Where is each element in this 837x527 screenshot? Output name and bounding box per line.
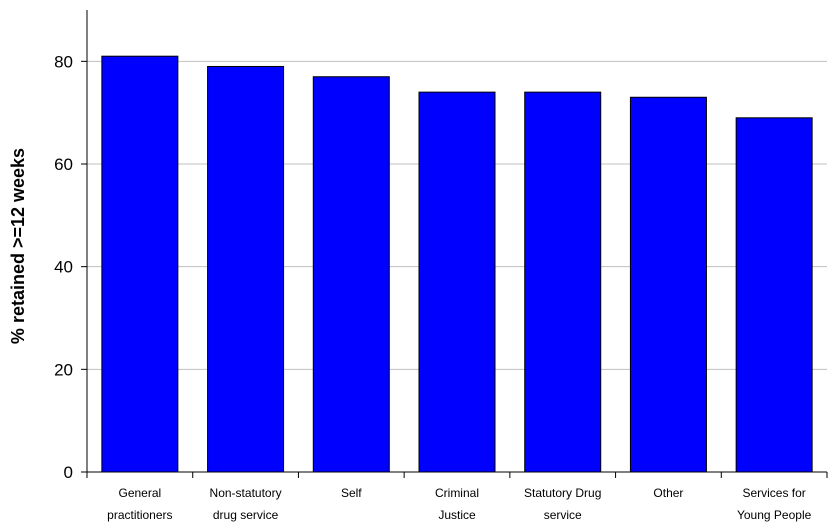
y-axis-title: % retained >=12 weeks [8, 148, 28, 344]
x-category-label: Self [341, 486, 362, 500]
x-category-label-line: Young People [737, 508, 812, 522]
x-category-label: Criminal Justice [435, 486, 479, 522]
x-category-label-line: Other [653, 486, 683, 500]
x-category-label-line: service [544, 508, 582, 522]
y-tick-label: 60 [54, 155, 73, 174]
x-category-label: Statutory Drug service [524, 486, 601, 522]
x-category-label: Services for Young People [737, 486, 812, 522]
x-category-label-line: Self [341, 486, 362, 500]
bar [312, 76, 390, 473]
x-category-label-line: practitioners [107, 508, 172, 522]
x-category-label: Non-statutory drug service [210, 486, 282, 522]
x-category-label-line: Justice [438, 508, 476, 522]
x-category-label-line: Non-statutory [210, 486, 282, 500]
x-category-label: General practitioners [107, 486, 172, 522]
x-category-label: Other [653, 486, 683, 500]
y-tick-label: 0 [64, 463, 73, 482]
bar [629, 96, 707, 473]
y-tick-label: 20 [54, 360, 73, 379]
y-tick-label: 40 [54, 258, 73, 277]
y-tick-labels: 0 20 40 60 80 [54, 52, 73, 482]
bar [418, 91, 496, 473]
bar [524, 91, 602, 473]
x-category-label-line: General [119, 486, 162, 500]
bar [101, 55, 179, 473]
bar [207, 65, 285, 473]
y-tick-label: 80 [54, 52, 73, 71]
x-category-labels: General practitioners Non-statutory drug se… [107, 486, 811, 522]
axes [86, 10, 827, 473]
bar [735, 117, 813, 473]
x-category-label-line: Criminal [435, 486, 479, 500]
x-category-label-line: Services for [742, 486, 805, 500]
bars [86, 55, 828, 478]
x-category-label-line: drug service [213, 508, 279, 522]
x-category-label-line: Statutory Drug [524, 486, 601, 500]
